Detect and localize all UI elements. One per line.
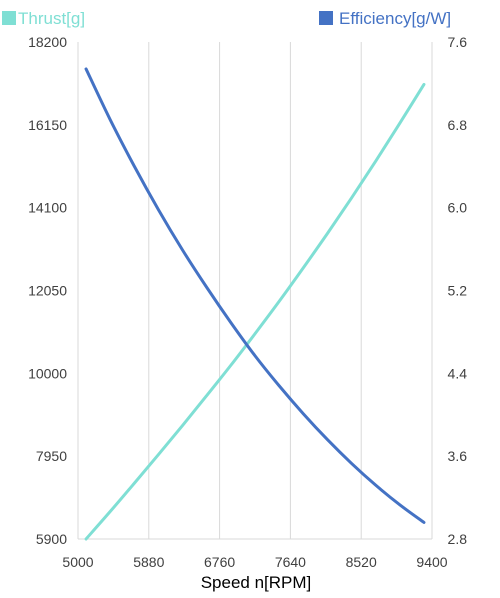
right-tick-label-0: 2.8 (448, 531, 468, 547)
legend-swatch-thrust (2, 11, 16, 25)
right-tick-label-4: 6.0 (448, 200, 468, 216)
left-axis-ticks: 5900 7950 10000 12050 14100 16150 18200 (28, 34, 67, 547)
left-tick-label-2: 10000 (28, 365, 67, 381)
x-tick-label-4: 8520 (346, 554, 377, 570)
x-tick-label-1: 5880 (133, 554, 164, 570)
right-tick-label-6: 7.6 (448, 34, 468, 50)
right-tick-label-2: 4.4 (448, 365, 468, 381)
left-tick-label-4: 14100 (28, 200, 67, 216)
x-tick-label-5: 9400 (416, 554, 447, 570)
series-layer (84, 67, 426, 541)
right-axis-ticks: 2.8 3.6 4.4 5.2 6.0 6.8 7.6 (448, 34, 468, 547)
left-tick-label-1: 7950 (36, 448, 67, 464)
x-tick-label-0: 5000 (62, 554, 93, 570)
legend-label-thrust: Thrust[g] (18, 9, 85, 28)
legend-swatch-efficiency (319, 11, 333, 25)
right-tick-label-1: 3.6 (448, 448, 468, 464)
series-line-thrust (84, 82, 426, 541)
series-line-efficiency (84, 67, 426, 524)
left-tick-label-3: 12050 (28, 283, 67, 299)
left-tick-label-0: 5900 (36, 531, 67, 547)
legend: Thrust[g] Efficiency[g/W] (2, 9, 451, 28)
x-tick-label-3: 7640 (275, 554, 306, 570)
left-tick-label-6: 18200 (28, 34, 67, 50)
gridlines (77, 42, 433, 539)
x-tick-label-2: 6760 (204, 554, 235, 570)
x-axis-title: Speed n[RPM] (201, 573, 312, 592)
legend-label-efficiency: Efficiency[g/W] (339, 9, 451, 28)
right-tick-label-5: 6.8 (448, 117, 468, 133)
x-axis-ticks: 5000 5880 6760 7640 8520 9400 (62, 554, 447, 570)
right-tick-label-3: 5.2 (448, 283, 468, 299)
left-tick-label-5: 16150 (28, 117, 67, 133)
